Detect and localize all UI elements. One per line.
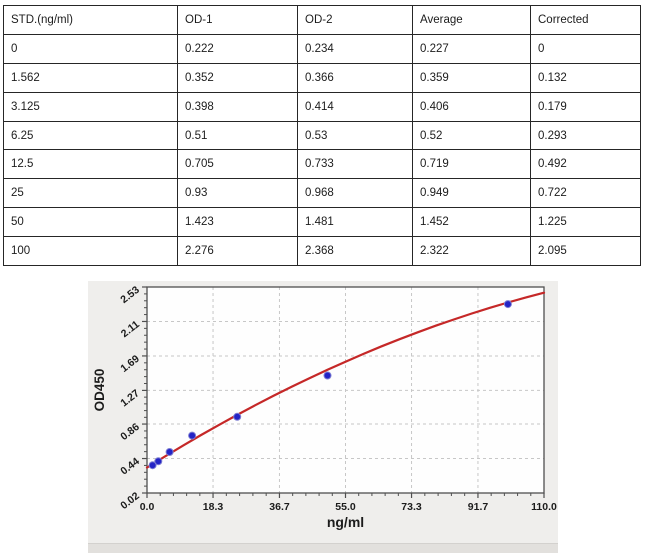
table-header-row: STD.(ng/ml) OD-1 OD-2 Average Corrected [3, 5, 641, 35]
table-cell: 0.492 [530, 149, 641, 180]
x-axis-title: ng/ml [327, 514, 364, 530]
x-tick-label: 0.0 [140, 501, 155, 513]
data-point [165, 448, 174, 456]
x-tick-label: 18.3 [203, 501, 224, 513]
table-cell: 0.51 [177, 120, 298, 151]
table-cell: 0.366 [297, 62, 413, 93]
y-tick-label: 0.02 [118, 490, 142, 512]
data-point [323, 371, 332, 380]
y-tick-label: 0.44 [118, 455, 142, 477]
table-body: 0 0.222 0.234 0.227 0 1.562 0.352 0.366 0.359 0.1… [3, 33, 641, 267]
table-cell: 0.722 [530, 178, 641, 209]
table-cell: 0.359 [412, 62, 531, 93]
table-cell: 0.293 [530, 120, 641, 151]
table-cell: 0 [530, 33, 641, 64]
table-cell: 3.125 [3, 91, 178, 122]
y-axis-title: OD450 [92, 369, 107, 412]
table-row: 25 0.93 0.968 0.949 0.722 [3, 178, 641, 209]
table-cell: 0 [3, 33, 178, 64]
y-tick-label: 1.27 [118, 387, 142, 409]
table-row: 100 2.276 2.368 2.322 2.095 [3, 236, 641, 267]
x-tick-label: 36.7 [269, 501, 290, 513]
data-point [154, 457, 163, 466]
standard-curve-chart: 0.0 18.3 36.7 55.0 73.3 91.7 110.0 0.02 0.44 0.86… [92, 284, 557, 530]
table-cell: 0.227 [412, 33, 531, 64]
table-cell: 0.719 [412, 149, 531, 180]
x-tick-label: 91.7 [468, 501, 489, 513]
plot-frame [146, 286, 545, 494]
table-row: 3.125 0.398 0.414 0.406 0.179 [3, 91, 641, 122]
table-cell: 0.222 [177, 33, 298, 64]
table-cell: 0.234 [297, 33, 413, 64]
data-point [148, 461, 157, 470]
x-tick-label: 55.0 [335, 501, 356, 513]
table-cell: 0.968 [297, 178, 413, 209]
table-cell: 0.414 [297, 91, 413, 122]
table-cell: 0.733 [297, 149, 413, 180]
table-row: 12.5 0.705 0.733 0.719 0.492 [3, 149, 641, 180]
panel-bottom-strip [88, 543, 558, 553]
column-header: STD.(ng/ml) [3, 5, 178, 35]
table-cell: 1.452 [412, 207, 531, 238]
data-point [188, 431, 197, 440]
table-row: 1.562 0.352 0.366 0.359 0.132 [3, 62, 641, 93]
fit-curve [145, 291, 546, 469]
y-tick-label: 0.86 [118, 421, 142, 443]
table-cell: 25 [3, 178, 178, 209]
table-row: 6.25 0.51 0.53 0.52 0.293 [3, 120, 641, 151]
table-row: 50 1.423 1.481 1.452 1.225 [3, 207, 641, 238]
table-cell: 12.5 [3, 149, 178, 180]
table-cell: 2.368 [297, 236, 413, 267]
standard-curve-panel: 0.0 18.3 36.7 55.0 73.3 91.7 110.0 0.02 0.44 0.86… [88, 281, 558, 553]
column-header: OD-2 [297, 5, 413, 35]
table-cell: 1.481 [297, 207, 413, 238]
standards-table: STD.(ng/ml) OD-1 OD-2 Average Corrected 0 0.2… [3, 5, 641, 267]
table-header: STD.(ng/ml) OD-1 OD-2 Average Corrected [3, 5, 641, 35]
y-tick-label: 2.53 [118, 284, 142, 306]
column-header: Average [412, 5, 531, 35]
data-point [503, 300, 512, 309]
table-cell: 1.423 [177, 207, 298, 238]
y-tick-label: 2.11 [119, 318, 142, 340]
table-cell: 2.322 [412, 236, 531, 267]
column-header: OD-1 [177, 5, 298, 35]
column-header: Corrected [530, 5, 641, 35]
table-cell: 0.132 [530, 62, 641, 93]
table-cell: 2.095 [530, 236, 641, 267]
table-cell: 0.352 [177, 62, 298, 93]
table-cell: 6.25 [3, 120, 178, 151]
y-tick-label: 1.69 [118, 353, 142, 375]
table-cell: 50 [3, 207, 178, 238]
table-cell: 0.179 [530, 91, 641, 122]
table-cell: 100 [3, 236, 178, 267]
table-cell: 0.93 [177, 178, 298, 209]
table-cell: 2.276 [177, 236, 298, 267]
table-cell: 0.949 [412, 178, 531, 209]
table-row: 0 0.222 0.234 0.227 0 [3, 33, 641, 64]
table-cell: 0.705 [177, 149, 298, 180]
table-cell: 1.562 [3, 62, 178, 93]
x-tick-label: 73.3 [401, 501, 422, 513]
table-cell: 0.53 [297, 120, 413, 151]
data-point [233, 412, 242, 421]
table-cell: 1.225 [530, 207, 641, 238]
table-cell: 0.406 [412, 91, 531, 122]
table-cell: 0.398 [177, 91, 298, 122]
table-cell: 0.52 [412, 120, 531, 151]
x-tick-label: 110.0 [531, 501, 557, 513]
